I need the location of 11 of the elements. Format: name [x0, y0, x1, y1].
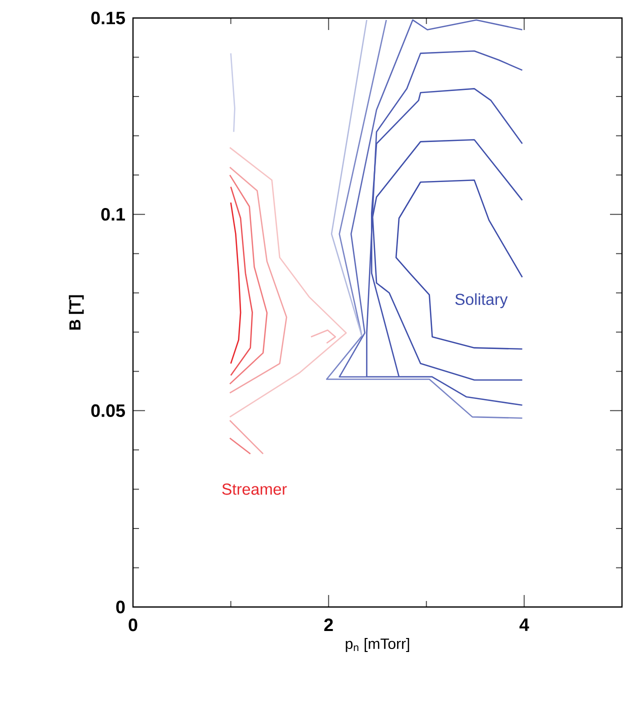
y-axis-title: B [T] [68, 295, 84, 330]
y-tick-label: 0.15 [91, 12, 125, 24]
y-tick-label: 0.05 [91, 404, 125, 417]
annotation: Streamer [222, 484, 287, 495]
x-tick-label: 4 [519, 618, 530, 631]
y-tick-label: 0 [116, 600, 125, 614]
x-tick-label: 2 [324, 618, 333, 632]
annotation: Solitary [455, 293, 508, 308]
x-axis-title: p$_{n}$ [mTorr] [346, 638, 410, 652]
y-tick-label: 0.1 [101, 208, 125, 221]
x-tick-label: 0 [128, 618, 138, 632]
